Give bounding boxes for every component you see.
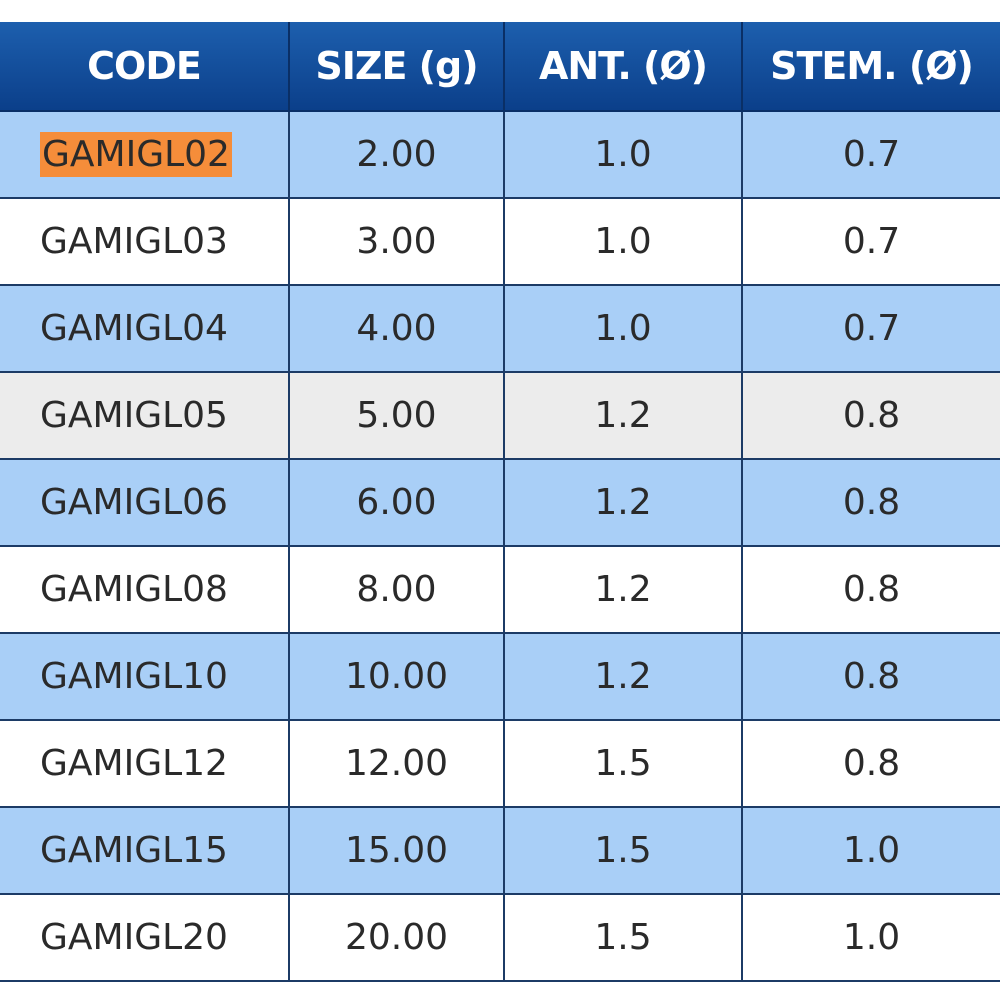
cell-code: GAMIGL15	[0, 807, 290, 895]
header-code: CODE	[0, 22, 290, 112]
spec-table: CODE SIZE (g) ANT. (Ø) STEM. (Ø) GAMIGL0…	[0, 22, 1000, 982]
cell-ant: 1.2	[504, 633, 743, 721]
table-row: GAMIGL10 10.00 1.2 0.8	[0, 633, 1000, 721]
cell-code: GAMIGL02	[0, 111, 290, 199]
header-stem: STEM. (Ø)	[742, 22, 1000, 112]
table-row: GAMIGL08 8.00 1.2 0.8	[0, 546, 1000, 634]
cell-code: GAMIGL06	[0, 459, 290, 547]
cell-size: 10.00	[289, 633, 505, 721]
table-row: GAMIGL04 4.00 1.0 0.7	[0, 285, 1000, 373]
cell-code: GAMIGL10	[0, 633, 290, 721]
cell-size: 15.00	[289, 807, 505, 895]
cell-stem: 0.7	[742, 198, 1000, 286]
cell-stem: 0.7	[742, 285, 1000, 373]
cell-size: 8.00	[289, 546, 505, 634]
cell-ant: 1.0	[504, 198, 743, 286]
table-header: CODE SIZE (g) ANT. (Ø) STEM. (Ø)	[0, 22, 1000, 112]
table-row: GAMIGL02 2.00 1.0 0.7	[0, 111, 1000, 199]
cell-stem: 0.8	[742, 546, 1000, 634]
cell-size: 3.00	[289, 198, 505, 286]
cell-ant: 1.0	[504, 285, 743, 373]
header-row: CODE SIZE (g) ANT. (Ø) STEM. (Ø)	[0, 22, 1000, 112]
cell-size: 5.00	[289, 372, 505, 460]
cell-ant: 1.5	[504, 807, 743, 895]
table-row: GAMIGL05 5.00 1.2 0.8	[0, 372, 1000, 460]
cell-stem: 0.8	[742, 372, 1000, 460]
cell-ant: 1.5	[504, 720, 743, 808]
cell-stem: 0.8	[742, 459, 1000, 547]
table-row: GAMIGL20 20.00 1.5 1.0	[0, 894, 1000, 982]
table-row: GAMIGL12 12.00 1.5 0.8	[0, 720, 1000, 808]
cell-code: GAMIGL20	[0, 894, 290, 982]
cell-stem: 0.8	[742, 633, 1000, 721]
cell-stem: 0.7	[742, 111, 1000, 199]
table-body: GAMIGL02 2.00 1.0 0.7 GAMIGL03 3.00 1.0 …	[0, 111, 1000, 982]
cell-size: 2.00	[289, 111, 505, 199]
cell-code: GAMIGL05	[0, 372, 290, 460]
cell-ant: 1.2	[504, 372, 743, 460]
cell-ant: 1.5	[504, 894, 743, 982]
cell-ant: 1.2	[504, 459, 743, 547]
cell-stem: 1.0	[742, 807, 1000, 895]
table-row: GAMIGL15 15.00 1.5 1.0	[0, 807, 1000, 895]
cell-code: GAMIGL04	[0, 285, 290, 373]
cell-ant: 1.2	[504, 546, 743, 634]
cell-size: 12.00	[289, 720, 505, 808]
cell-stem: 1.0	[742, 894, 1000, 982]
table-row: GAMIGL03 3.00 1.0 0.7	[0, 198, 1000, 286]
cell-size: 6.00	[289, 459, 505, 547]
header-ant: ANT. (Ø)	[504, 22, 743, 112]
cell-code: GAMIGL03	[0, 198, 290, 286]
header-size: SIZE (g)	[289, 22, 505, 112]
cell-ant: 1.0	[504, 111, 743, 199]
highlighted-code: GAMIGL02	[40, 132, 232, 177]
cell-size: 4.00	[289, 285, 505, 373]
cell-stem: 0.8	[742, 720, 1000, 808]
cell-code: GAMIGL12	[0, 720, 290, 808]
cell-size: 20.00	[289, 894, 505, 982]
table-row: GAMIGL06 6.00 1.2 0.8	[0, 459, 1000, 547]
cell-code: GAMIGL08	[0, 546, 290, 634]
